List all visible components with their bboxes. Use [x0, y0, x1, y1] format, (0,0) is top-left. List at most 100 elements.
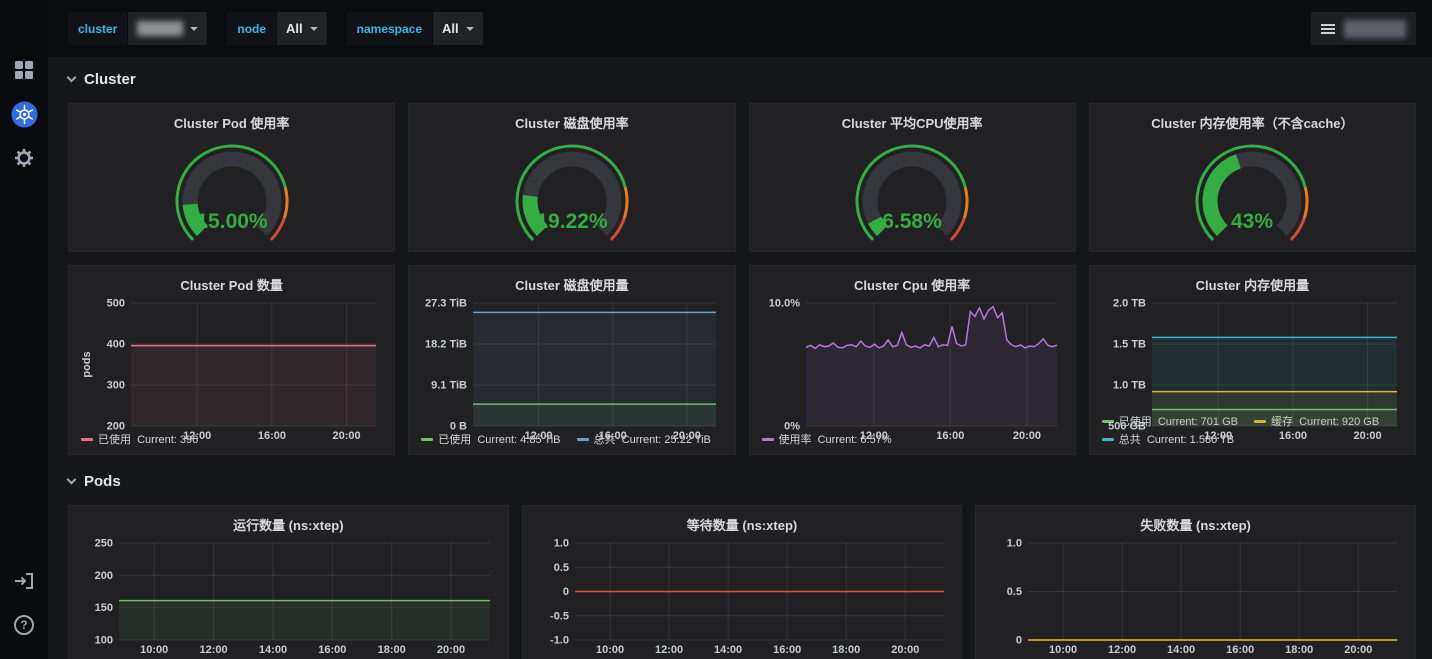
gauge-svg: 15.00% — [175, 144, 289, 241]
gauge-svg: 6.58% — [855, 144, 969, 241]
svg-text:1.0 TB: 1.0 TB — [1113, 380, 1146, 392]
legend-item[interactable]: 总共 Current: 25.22 TiB — [576, 431, 711, 447]
node-value-dropdown[interactable]: All — [276, 12, 327, 45]
legend-item[interactable]: 已使用 Current: 396 — [81, 431, 198, 447]
redacted-cluster-value — [137, 21, 184, 36]
legend-item[interactable]: 已使用 Current: 4.85 TiB — [421, 431, 561, 447]
time-series-chart[interactable]: 200 300 400 500 12:00 16:00 20:00 pods — [79, 297, 384, 442]
legend-item[interactable]: 已使用 Current: 701 GB — [1101, 413, 1238, 429]
pods-row: 运行数量 (ns:xtep) 100 150 200 250 10:00 12:00 14:… — [68, 505, 1416, 659]
panel-title[interactable]: Cluster Pod 数量 — [180, 278, 283, 293]
cluster-value-dropdown[interactable] — [127, 12, 208, 45]
svg-text:14:00: 14:00 — [714, 644, 742, 656]
gauge-cluster-disk-usage: 19.22% — [419, 135, 724, 261]
panel-cluster-disk-usage-pct: Cluster 磁盘使用率 19.22% — [408, 103, 736, 252]
svg-text:9.1 TiB: 9.1 TiB — [431, 380, 467, 392]
time-series-chart[interactable]: 500 GB 1.0 TB 1.5 TB 2.0 TB 12:00 16:00 20:00 — [1100, 297, 1405, 442]
svg-text:12:00: 12:00 — [525, 430, 553, 442]
svg-text:12:00: 12:00 — [183, 430, 211, 442]
dashboard-main: cluster node All namespace All — [48, 0, 1432, 659]
section-cluster[interactable]: Cluster — [66, 65, 1416, 93]
time-series-chart[interactable]: 0% 10.0% 12:00 16:00 20:00 — [760, 297, 1065, 442]
chart-legend: 已使用 Current: 4.85 TiB 总共 Current: 25.22 T… — [419, 427, 724, 447]
svg-text:14:00: 14:00 — [259, 644, 287, 656]
svg-text:20:00: 20:00 — [1353, 430, 1381, 442]
legend-item[interactable]: 缓存 Current: 920 GB — [1253, 413, 1379, 429]
sidebar-item-settings[interactable] — [0, 136, 48, 180]
panel-cluster-cpu-rate: Cluster Cpu 使用率 0% 10.0% 12:00 16:00 20:00 使… — [748, 265, 1076, 455]
panel-title[interactable]: Cluster 内存使用率（不含cache） — [1151, 116, 1354, 131]
gauge-svg: 43% — [1195, 144, 1309, 241]
svg-text:12:00: 12:00 — [1108, 644, 1136, 656]
panel-cluster-memory-usage-pct: Cluster 内存使用率（不含cache） 43% — [1088, 103, 1416, 252]
dashboard-menu-button[interactable] — [1311, 12, 1416, 45]
svg-text:100: 100 — [95, 635, 113, 647]
section-title: Cluster — [84, 70, 136, 88]
sidebar-item-signin[interactable] — [0, 559, 48, 603]
gauge-row: Cluster Pod 使用率 15.00% Cluster 磁盘使用率 19.… — [68, 103, 1416, 252]
panel-cluster-disk-amount: Cluster 磁盘使用量 0 B 9.1 TiB 18.2 TiB 27.3 TiB… — [408, 265, 736, 455]
svg-text:18:00: 18:00 — [832, 644, 860, 656]
filter-namespace: namespace All — [346, 12, 483, 45]
sidebar-item-help[interactable]: ? — [0, 603, 48, 647]
svg-text:15.00%: 15.00% — [196, 210, 268, 233]
filter-namespace-label: namespace — [356, 21, 423, 36]
svg-text:150: 150 — [95, 602, 113, 614]
svg-text:200: 200 — [107, 421, 125, 433]
panel-title[interactable]: 等待数量 (ns:xtep) — [686, 518, 798, 533]
chevron-down-icon — [66, 474, 77, 484]
svg-text:10:00: 10:00 — [1049, 644, 1077, 656]
kubernetes-icon — [11, 101, 37, 127]
panel-title[interactable]: 运行数量 (ns:xtep) — [233, 518, 344, 533]
chevron-down-icon — [465, 26, 474, 31]
svg-text:18:00: 18:00 — [1285, 644, 1313, 656]
panel-title[interactable]: Cluster 磁盘使用量 — [515, 278, 629, 293]
panel-pods-running: 运行数量 (ns:xtep) 100 150 200 250 10:00 12:00 14:… — [68, 505, 509, 659]
panel-title[interactable]: Cluster Cpu 使用率 — [853, 278, 971, 293]
svg-text:12:00: 12:00 — [859, 430, 887, 442]
panel-title[interactable]: 失败数量 (ns:xtep) — [1140, 518, 1251, 533]
dashboard-content: Cluster Cluster Pod 使用率 15.00% Cluster 磁… — [48, 57, 1432, 659]
svg-text:20:00: 20:00 — [1345, 644, 1373, 656]
svg-text:10:00: 10:00 — [596, 644, 624, 656]
legend-item[interactable]: 使用率 Current: 6.57% — [761, 431, 892, 447]
chevron-down-icon — [66, 72, 77, 82]
namespace-value: All — [442, 21, 459, 36]
svg-text:16:00: 16:00 — [773, 644, 801, 656]
namespace-value-dropdown[interactable]: All — [432, 12, 483, 45]
panel-cluster-cpu-usage-pct: Cluster 平均CPU使用率 6.58% — [748, 103, 1076, 252]
panel-cluster-memory-amount: Cluster 内存使用量 500 GB 1.0 TB 1.5 TB 2.0 TB 12… — [1088, 265, 1416, 455]
svg-text:0%: 0% — [784, 421, 800, 433]
svg-text:20:00: 20:00 — [437, 644, 465, 656]
svg-text:14:00: 14:00 — [1167, 644, 1195, 656]
list-icon — [1321, 23, 1335, 34]
sidebar-item-kubernetes[interactable] — [0, 92, 48, 136]
sidebar-item-dashboards[interactable] — [0, 48, 48, 92]
svg-text:1.0: 1.0 — [1007, 538, 1022, 550]
panel-title[interactable]: Cluster 磁盘使用率 — [515, 116, 629, 131]
svg-text:43%: 43% — [1231, 210, 1273, 233]
time-series-chart[interactable]: 0 0.5 1.0 10:00 12:00 14:00 16:00 18:00 20:00 — [986, 537, 1405, 657]
apps-grid-icon — [15, 61, 33, 79]
svg-text:0: 0 — [563, 586, 569, 598]
sign-in-icon — [15, 573, 33, 589]
panel-title[interactable]: Cluster 平均CPU使用率 — [841, 116, 983, 131]
legend-item[interactable]: 总共 Current: 1.580 TB — [1101, 431, 1234, 447]
svg-text:10.0%: 10.0% — [768, 298, 799, 310]
section-pods[interactable]: Pods — [66, 467, 1416, 495]
svg-text:6.58%: 6.58% — [882, 210, 942, 233]
panel-title[interactable]: Cluster 内存使用量 — [1195, 278, 1310, 293]
redacted-menu-value — [1344, 19, 1406, 38]
svg-text:pods: pods — [81, 351, 93, 377]
time-series-chart[interactable]: -1.0 -0.5 0 0.5 1.0 10:00 12:00 14:00 16:00 18:00… — [533, 537, 952, 657]
svg-text:16:00: 16:00 — [599, 430, 627, 442]
svg-text:16:00: 16:00 — [936, 430, 964, 442]
time-series-chart[interactable]: 100 150 200 250 10:00 12:00 14:00 16:00 18:00 20:… — [79, 537, 498, 657]
gauge-cluster-pod-usage: 15.00% — [79, 135, 384, 261]
dashboard-toolbar: cluster node All namespace All — [48, 0, 1432, 57]
filter-cluster: cluster — [68, 12, 208, 45]
time-series-chart[interactable]: 0 B 9.1 TiB 18.2 TiB 27.3 TiB 12:00 16:00 20:0… — [419, 297, 724, 442]
svg-text:200: 200 — [95, 570, 113, 582]
panel-title[interactable]: Cluster Pod 使用率 — [173, 116, 290, 131]
